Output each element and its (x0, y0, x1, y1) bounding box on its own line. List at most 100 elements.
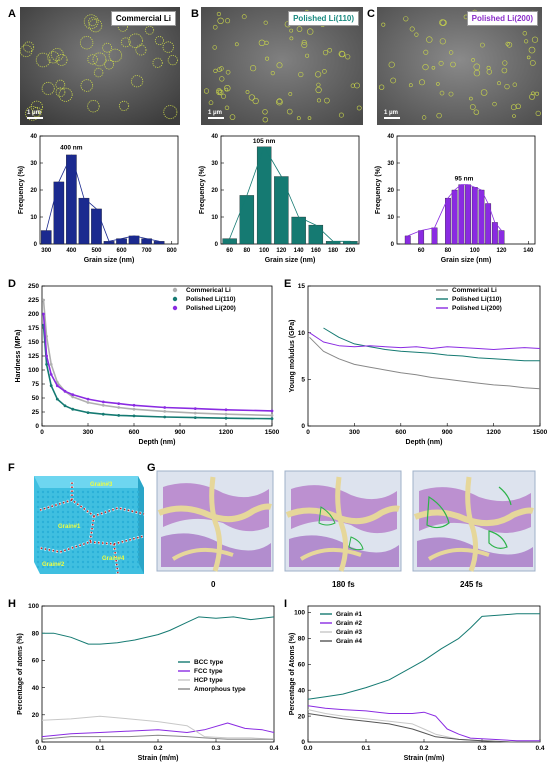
lattice-atom (61, 515, 65, 519)
lattice-atom (36, 495, 40, 499)
y-tick-label: 25 (32, 409, 40, 416)
grain-outline (248, 94, 256, 101)
lattice-atom (131, 495, 135, 499)
hardness-chart: 0 300 600 900 1200 1500 0 25 50 75 100 125 150 175 200… (15, 283, 280, 446)
histogram-bar (40, 230, 52, 245)
x-tick-label: 200 (345, 248, 356, 254)
x-tick-label: 140 (294, 248, 305, 254)
lattice-atom (121, 490, 125, 494)
grain-outline (276, 62, 283, 69)
grain-outline (265, 56, 270, 61)
grain-outline (354, 82, 360, 89)
lattice-atom (71, 495, 75, 499)
grain-outline (217, 67, 222, 72)
grain-outline (102, 42, 112, 53)
legend-label: Amorphous type (194, 686, 246, 693)
histogram-bar (431, 227, 438, 245)
lattice-atom (131, 560, 135, 564)
lattice-atom (46, 545, 50, 549)
y-tick-label: 150 (28, 339, 39, 346)
lattice-atom (41, 540, 45, 544)
lattice-atom (121, 520, 125, 524)
histogram-bar (458, 184, 465, 245)
lattice-atom (101, 555, 105, 559)
lattice-atom (91, 555, 95, 559)
lattice-atom (51, 525, 55, 529)
y-tick-label: 200 (28, 311, 39, 318)
y-tick-label: 30 (211, 161, 218, 167)
data-point (117, 402, 121, 405)
grain-outline (512, 82, 518, 87)
lattice-atom (86, 530, 90, 534)
panel-letter-a: A (8, 8, 16, 20)
x-tick-label: 100 (470, 248, 481, 254)
legend-label: FCC type (194, 668, 223, 675)
grain-outline (217, 89, 224, 96)
lattice-atom (81, 515, 85, 519)
grain-outline (438, 60, 444, 66)
data-point (117, 414, 121, 417)
histogram-bar (325, 241, 341, 245)
grain-outline (252, 97, 259, 105)
histogram-bar (239, 195, 255, 245)
grain-outline (403, 16, 409, 22)
x-tick-label: 0 (306, 429, 310, 436)
lattice-atom (76, 510, 80, 514)
md-snapshot (156, 470, 274, 572)
data-point (163, 415, 167, 419)
lattice-atom (116, 530, 120, 534)
lattice-atom (116, 535, 120, 539)
lattice-atom (81, 500, 85, 504)
lattice-atom (86, 515, 90, 519)
lattice-atom (41, 500, 45, 504)
legend-label: Polished Li(200) (452, 305, 502, 312)
lattice-atom (96, 510, 100, 514)
lattice-atom (86, 545, 90, 549)
grain-outline (262, 116, 269, 123)
grain-outline (217, 17, 224, 24)
lattice-atom (91, 540, 95, 544)
sem-image-polished-200: Polished Li(200) 1 μm (377, 7, 542, 125)
panel-letter-h: H (8, 598, 16, 610)
lattice-atom (36, 565, 40, 569)
lattice-atom (106, 520, 110, 524)
y-tick-label: 100 (28, 603, 39, 610)
y-tick-label: 0 (34, 242, 38, 248)
lattice-atom (111, 540, 115, 544)
lattice-atom (91, 495, 95, 499)
grain-outline (154, 36, 164, 46)
scale-bar: 1 μm (208, 110, 224, 119)
grain-outline (469, 104, 476, 110)
grain-outline (288, 92, 293, 96)
lattice-atom (126, 535, 130, 539)
lattice-atom (51, 515, 55, 519)
panel-letter-f: F (8, 462, 15, 474)
grain-outline (345, 54, 351, 60)
lattice-atom (96, 490, 100, 494)
grain-outline (55, 87, 66, 97)
lattice-atom (76, 505, 80, 509)
y-tick-label: 30 (30, 161, 37, 167)
lattice-atom (121, 510, 125, 514)
grain-outline (92, 52, 107, 67)
lattice-atom (41, 550, 45, 554)
grain-outline (289, 28, 294, 33)
lattice-atom (111, 550, 115, 554)
lattice-atom (86, 560, 90, 564)
grain-outline (296, 26, 303, 32)
lattice-atom (81, 555, 85, 559)
grain-outline (480, 89, 488, 96)
lattice-atom (126, 515, 130, 519)
grain-outline (473, 63, 481, 71)
lattice-atom (61, 520, 65, 524)
lattice-atom (96, 520, 100, 524)
lattice-atom (136, 530, 140, 534)
lattice-atom (46, 515, 50, 519)
grain-outline (426, 36, 433, 43)
lattice-atom (66, 520, 70, 524)
grain-outline (505, 41, 510, 46)
x-tick-label: 0.4 (269, 745, 278, 752)
grain-outline (388, 61, 395, 68)
sem-texture (201, 7, 363, 125)
grain-outline (322, 69, 327, 74)
